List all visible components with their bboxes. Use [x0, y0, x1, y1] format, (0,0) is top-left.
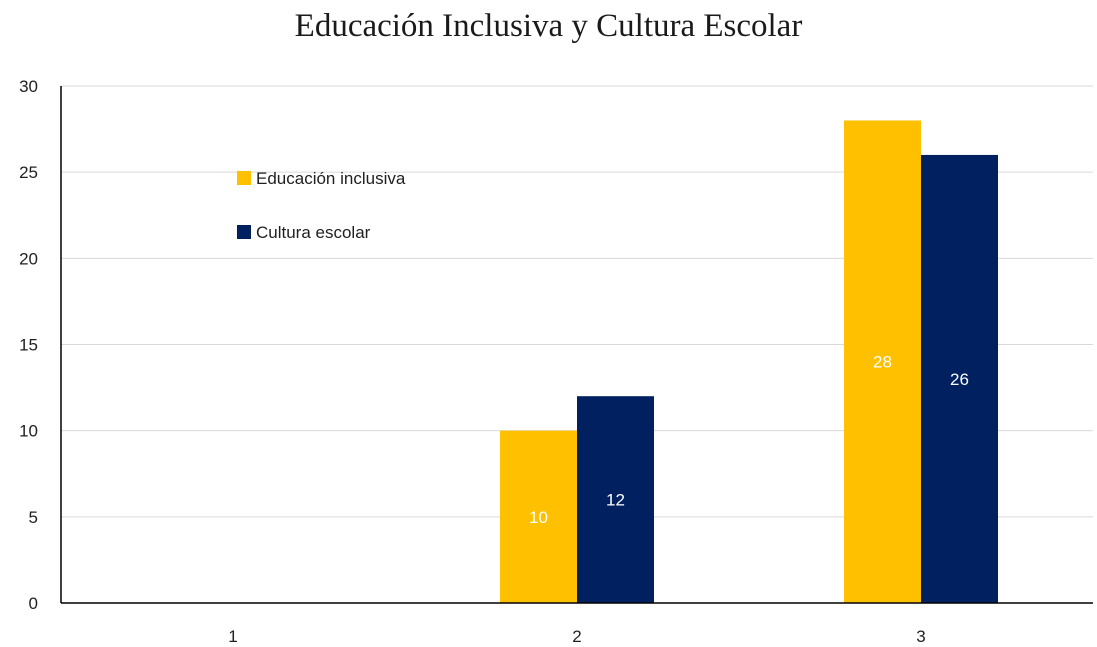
y-tick-label-10: 10: [19, 422, 38, 441]
bars: [500, 120, 998, 603]
data-label-educacion-inclusiva-3: 28: [873, 353, 892, 372]
data-label-educacion-inclusiva-2: 10: [529, 508, 548, 527]
y-tick-label-15: 15: [19, 336, 38, 355]
legend-swatch-educacion-inclusiva: [237, 171, 251, 185]
legend-label-educacion-inclusiva: Educación inclusiva: [256, 169, 406, 188]
legend[interactable]: Educación inclusiva Cultura escolar: [237, 169, 406, 242]
bar-cultura-escolar-2[interactable]: [577, 396, 654, 603]
bar-cultura-escolar-3[interactable]: [921, 154, 998, 603]
legend-swatch-cultura-escolar: [237, 225, 251, 239]
bar-educacion-inclusiva-3[interactable]: [844, 120, 921, 603]
data-label-cultura-escolar-3: 26: [950, 370, 969, 389]
data-labels: 10 12 28 26: [529, 353, 969, 527]
chart-title: Educación Inclusiva y Cultura Escolar: [294, 8, 803, 44]
y-tick-label-25: 25: [19, 163, 38, 182]
y-tick-label-20: 20: [19, 249, 38, 268]
y-tick-label-5: 5: [29, 508, 38, 527]
legend-label-cultura-escolar: Cultura escolar: [256, 223, 371, 242]
x-tick-label-3: 3: [916, 627, 925, 646]
y-tick-label-0: 0: [29, 594, 38, 613]
y-tick-label-30: 30: [19, 77, 38, 96]
x-tick-label-1: 1: [228, 627, 237, 646]
bar-educacion-inclusiva-2[interactable]: [500, 430, 577, 603]
data-label-cultura-escolar-2: 12: [606, 491, 625, 510]
x-tick-label-2: 2: [572, 627, 581, 646]
